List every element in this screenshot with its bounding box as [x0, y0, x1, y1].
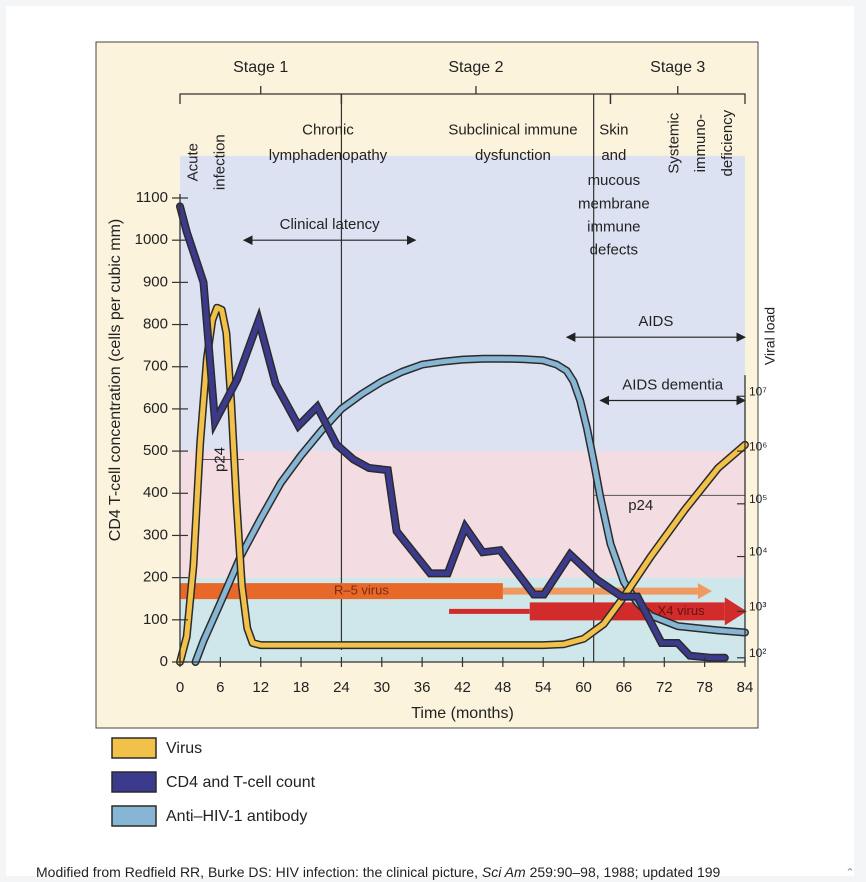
variant-arrow-label-0: R–5 virus [334, 583, 389, 598]
y-tick-label-800: 800 [143, 316, 168, 333]
stage-label-3: Stage 3 [650, 59, 705, 76]
y-tick-label-500: 500 [143, 442, 168, 459]
x-tick-label-48: 48 [495, 679, 512, 696]
y-tick-label-700: 700 [143, 358, 168, 375]
y-tick-label-1100: 1100 [136, 189, 168, 206]
series-line-2 [193, 356, 748, 665]
variant-arrow-tail-1 [449, 608, 530, 614]
phase-label-2: Chronic [302, 121, 354, 138]
x-tick-label-54: 54 [535, 679, 552, 696]
y-tick-label-600: 600 [143, 400, 168, 417]
y-tick-label-300: 300 [143, 526, 168, 543]
x-tick-label-60: 60 [575, 679, 592, 696]
figure-caption: Modified from Redfield RR, Burke DS: HIV… [36, 864, 720, 880]
phase-label-12: Systemic [665, 112, 682, 173]
phase-label-9: membrane [578, 195, 650, 212]
x-tick-label-72: 72 [656, 679, 673, 696]
phase-label-11: defects [590, 242, 638, 259]
x-tick-label-36: 36 [414, 679, 431, 696]
y2-tick-label-3: 10⁵ [749, 492, 767, 506]
caption-prefix: Modified from Redfield RR, Burke DS: HIV… [36, 864, 482, 880]
x-tick-label-6: 6 [216, 679, 224, 696]
variant-arrow-body-0 [180, 583, 503, 600]
phase-label-1: infection [211, 134, 228, 190]
phase-label-4: Subclinical immune [448, 121, 577, 138]
phase-label-8: mucous [588, 172, 641, 189]
x-tick-label-12: 12 [252, 679, 269, 696]
y2-tick-label-4: 10⁶ [749, 439, 767, 453]
legend-label-0: Virus [166, 740, 202, 757]
variant-arrow-body-1 [529, 602, 725, 621]
caption-journal: Sci Am [481, 864, 526, 880]
y-tick-label-900: 900 [143, 273, 168, 290]
legend-swatch-2 [111, 805, 157, 827]
y-axis-label: CD4 T-cell concentration (cells per cubi… [107, 219, 124, 541]
annotation-label-4: p24 [628, 497, 653, 514]
legend-swatch-0 [111, 737, 157, 759]
chevron-up-icon[interactable]: ⌃ [845, 867, 855, 879]
y2-tick-label-0: 10² [749, 646, 766, 660]
y-tick-label-200: 200 [143, 569, 168, 586]
phase-label-7: and [601, 147, 626, 164]
annotation-label-3: p24 [211, 447, 228, 472]
x-tick-label-66: 66 [616, 679, 633, 696]
y2-tick-label-2: 10⁴ [749, 545, 768, 559]
annotation-label-1: AIDS [638, 313, 673, 330]
stage-label-1: Stage 1 [233, 59, 288, 76]
y-tick-label-1000: 1000 [135, 231, 168, 248]
x-tick-label-0: 0 [176, 679, 184, 696]
legend-swatch-1 [111, 771, 157, 793]
hiv-progression-chart: Stage 1 Stage 2 Stage 3 Acute infection Chron… [95, 41, 778, 827]
y-tick-label-100: 100 [143, 611, 168, 628]
x-tick-label-84: 84 [737, 679, 754, 696]
phase-label-13: immuno- [692, 114, 709, 172]
x-tick-label-42: 42 [454, 679, 471, 696]
legend-label-1: CD4 and T-cell count [166, 774, 316, 791]
x-tick-label-18: 18 [293, 679, 310, 696]
y-tick-label-400: 400 [143, 484, 168, 501]
stage-label-2: Stage 2 [448, 59, 503, 76]
figure-card: Stage 1 Stage 2 Stage 3 Acute infection Chron… [6, 6, 854, 880]
x-axis-label: Time (months) [411, 705, 514, 722]
variant-arrow-head-1 [724, 597, 747, 626]
phase-label-3: lymphadenopathy [269, 147, 388, 164]
phase-label-0: Acute [184, 143, 201, 181]
y2-tick-label-5: 10⁷ [749, 384, 767, 398]
x-tick-label-30: 30 [373, 679, 390, 696]
annotation-label-0: Clinical latency [280, 216, 381, 233]
y2-tick-label-1: 10³ [749, 600, 766, 614]
annotation-label-2: AIDS dementia [622, 376, 724, 393]
x-tick-label-78: 78 [696, 679, 713, 696]
phase-label-14: deficiency [719, 109, 736, 176]
variant-arrow-head-0 [697, 583, 712, 600]
variant-arrow-label-1: X4 virus [658, 603, 705, 618]
variant-arrow-fade-0 [502, 587, 698, 595]
series-line-1 [177, 203, 728, 661]
phase-label-6: Skin [599, 121, 628, 138]
caption-suffix: 259:90–98, 1988; updated 199 [525, 864, 721, 880]
phase-label-10: immune [587, 218, 640, 235]
y2-axis-label: Viral load [762, 307, 778, 365]
x-tick-label-24: 24 [333, 679, 350, 696]
legend-label-2: Anti–HIV-1 antibody [166, 808, 307, 825]
y-tick-label-0: 0 [160, 653, 168, 670]
phase-label-5: dysfunction [475, 147, 551, 164]
threshold-band-0 [180, 155, 745, 452]
